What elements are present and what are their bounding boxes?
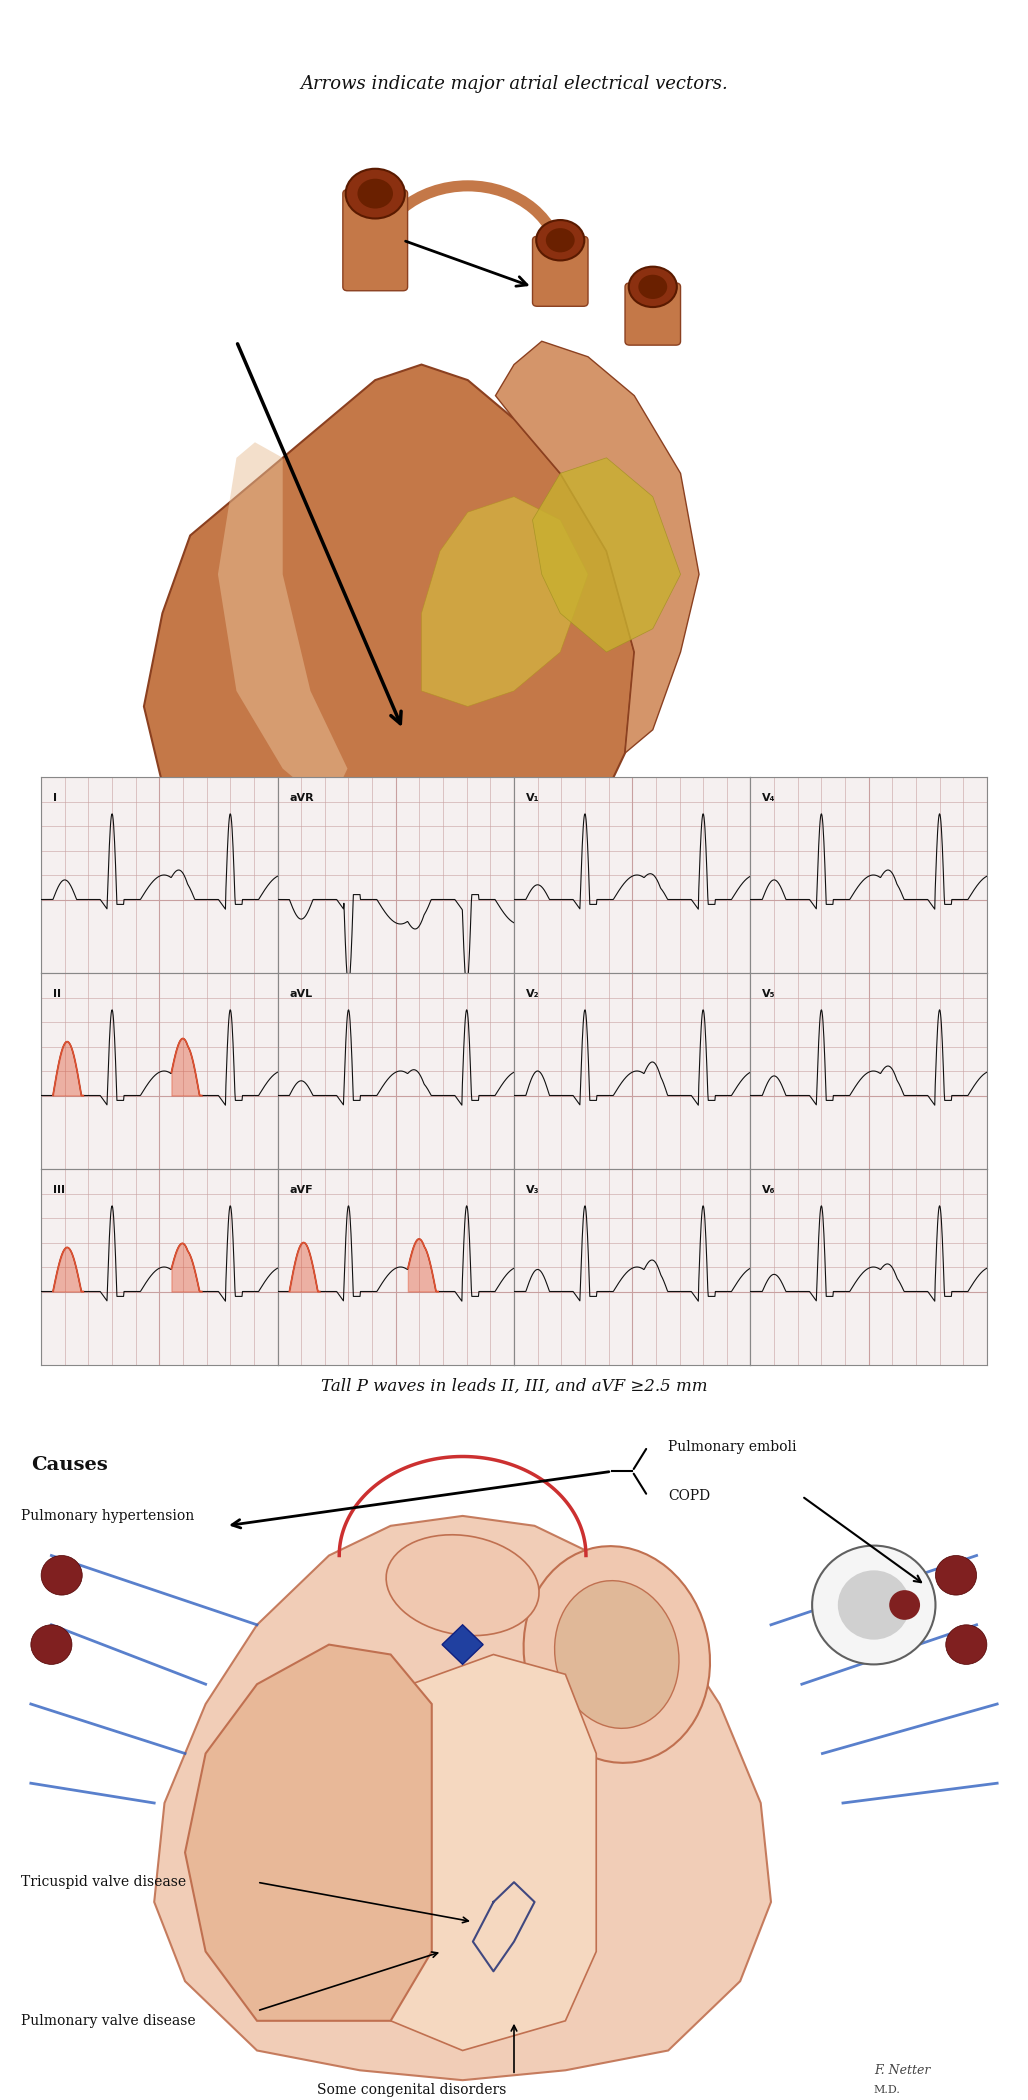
Polygon shape — [185, 1644, 432, 2020]
Text: Pulmonary emboli: Pulmonary emboli — [668, 1441, 797, 1453]
Circle shape — [546, 229, 575, 252]
Text: Tricuspid valve disease: Tricuspid valve disease — [21, 1875, 186, 1890]
Text: I: I — [53, 792, 57, 802]
Polygon shape — [360, 1655, 596, 2050]
Text: Arrows indicate major atrial electrical vectors.: Arrows indicate major atrial electrical … — [300, 76, 728, 92]
Circle shape — [358, 178, 393, 208]
Text: aVL: aVL — [290, 989, 313, 1000]
FancyBboxPatch shape — [343, 189, 408, 290]
Text: aVR: aVR — [290, 792, 314, 802]
Circle shape — [812, 1546, 935, 1665]
Polygon shape — [154, 1516, 771, 2081]
Text: Causes: Causes — [31, 1457, 108, 1474]
FancyBboxPatch shape — [533, 237, 588, 307]
Text: V₁: V₁ — [525, 792, 540, 802]
Text: Pulmonary valve disease: Pulmonary valve disease — [21, 2014, 195, 2029]
Circle shape — [31, 1625, 72, 1665]
Circle shape — [41, 1556, 82, 1596]
Text: aVF: aVF — [290, 1184, 313, 1195]
Text: Some congenital disorders: Some congenital disorders — [317, 2083, 506, 2098]
Circle shape — [946, 1625, 987, 1665]
Text: V₃: V₃ — [525, 1184, 540, 1195]
Polygon shape — [421, 498, 588, 706]
Text: Pulmonary hypertension: Pulmonary hypertension — [21, 1510, 194, 1522]
Circle shape — [935, 1556, 977, 1596]
Polygon shape — [533, 458, 681, 651]
Polygon shape — [144, 365, 634, 892]
Text: F. Netter: F. Netter — [874, 2064, 930, 2077]
Ellipse shape — [387, 1535, 539, 1636]
Circle shape — [537, 220, 584, 260]
Circle shape — [638, 275, 667, 298]
Text: V₅: V₅ — [763, 989, 776, 1000]
Text: V₂: V₂ — [525, 989, 540, 1000]
Text: COPD: COPD — [668, 1489, 710, 1504]
Ellipse shape — [523, 1546, 710, 1762]
Ellipse shape — [554, 1581, 680, 1728]
Polygon shape — [218, 443, 347, 808]
Polygon shape — [442, 1625, 483, 1665]
FancyBboxPatch shape — [625, 284, 681, 344]
Circle shape — [629, 267, 676, 307]
Circle shape — [889, 1590, 920, 1619]
Circle shape — [345, 168, 405, 218]
Text: III: III — [53, 1184, 65, 1195]
Text: Tall P waves in leads II, III, and aVF ≥2.5 mm: Tall P waves in leads II, III, and aVF ≥… — [321, 1378, 707, 1394]
Text: M.D.: M.D. — [874, 2085, 901, 2096]
Text: II: II — [53, 989, 61, 1000]
Text: V₆: V₆ — [763, 1184, 776, 1195]
Polygon shape — [495, 340, 699, 754]
Text: V₄: V₄ — [763, 792, 776, 802]
Circle shape — [838, 1571, 910, 1640]
